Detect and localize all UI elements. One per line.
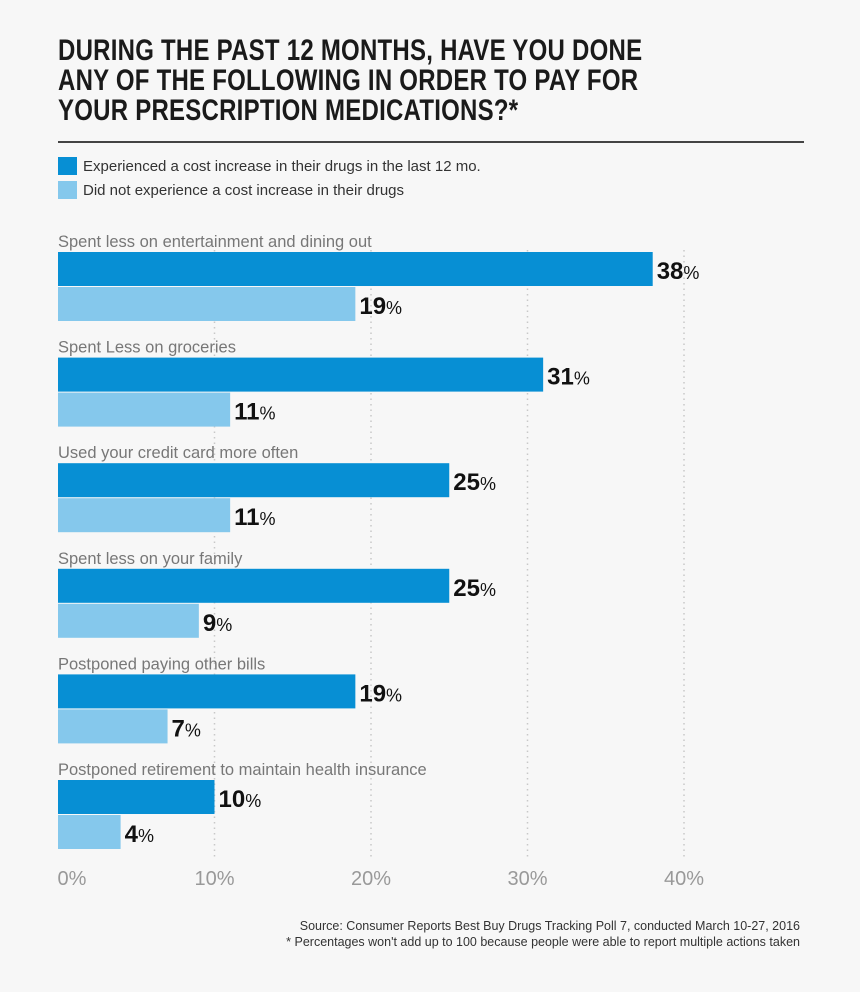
bar [58,603,199,638]
legend-label: Did not experience a cost increase in th… [83,181,405,199]
bar [58,357,544,392]
x-tick-label: 30% [507,868,547,890]
x-tick-label: 10% [194,868,234,890]
data-label: 9% [203,610,232,637]
data-label: 38% [657,258,700,285]
category-label: Postponed paying other bills [58,655,265,673]
data-label: 10% [219,786,262,813]
title-divider [58,141,804,143]
data-label: 25% [453,575,496,602]
category-label: Postponed retirement to maintain health … [58,761,427,779]
bar [58,674,356,709]
bar [58,568,450,603]
legend: Experienced a cost increase in their dru… [58,154,481,202]
data-label: 7% [172,715,201,742]
x-tick-label: 0% [58,868,87,890]
data-label: 4% [125,821,154,848]
category-label: Spent less on entertainment and dining o… [58,233,372,251]
data-label: 25% [453,469,496,496]
legend-item-increase: Experienced a cost increase in their dru… [58,154,481,178]
category-label: Spent less on your family [58,550,243,568]
bar [58,709,168,744]
category-label: Used your credit card more often [58,444,298,462]
bar [58,287,356,321]
legend-swatch [58,181,77,199]
legend-label: Experienced a cost increase in their dru… [83,157,481,175]
data-label: 11% [234,504,275,531]
title-line: DURING THE PAST 12 MONTHS, HAVE YOU DONE [58,34,643,67]
data-label: 19% [359,293,402,320]
bar [58,780,215,814]
bar [58,392,231,427]
footnote: * Percentages won't add up to 100 becaus… [286,935,800,949]
legend-swatch [58,157,77,175]
x-tick-label: 40% [664,868,704,890]
bar [58,252,653,286]
bar [58,498,231,533]
data-label: 31% [547,364,590,391]
data-label: 11% [234,399,275,426]
title-line: YOUR PRESCRIPTION MEDICATIONS?* [58,94,519,127]
source-note: Source: Consumer Reports Best Buy Drugs … [299,919,800,933]
legend-item-no-increase: Did not experience a cost increase in th… [58,178,481,202]
chart-title: DURING THE PAST 12 MONTHS, HAVE YOU DONE… [58,36,778,126]
footer: Source: Consumer Reports Best Buy Drugs … [286,918,800,950]
bar [58,815,121,849]
x-tick-label: 20% [351,868,391,890]
category-label: Spent Less on groceries [58,339,236,357]
title-line: ANY OF THE FOLLOWING IN ORDER TO PAY FOR [58,64,639,97]
bar [58,463,450,498]
data-label: 19% [359,680,402,707]
